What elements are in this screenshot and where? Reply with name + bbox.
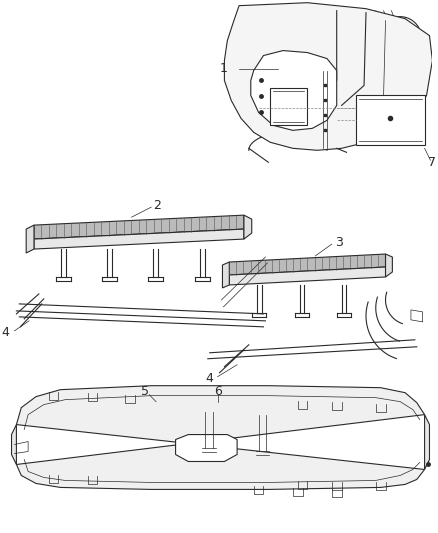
Text: 3: 3 — [335, 236, 343, 248]
Polygon shape — [11, 425, 16, 464]
Polygon shape — [223, 262, 229, 288]
Polygon shape — [411, 310, 423, 322]
Text: 7: 7 — [428, 156, 437, 169]
Polygon shape — [34, 229, 244, 239]
Polygon shape — [270, 88, 307, 125]
Polygon shape — [34, 229, 244, 249]
Polygon shape — [229, 254, 385, 275]
Text: 4: 4 — [2, 326, 10, 340]
Polygon shape — [26, 225, 34, 253]
Polygon shape — [385, 254, 392, 277]
Polygon shape — [229, 267, 385, 285]
Text: 6: 6 — [214, 385, 222, 398]
Text: 1: 1 — [219, 62, 227, 75]
Text: 4: 4 — [206, 372, 214, 385]
Text: 2: 2 — [153, 199, 161, 212]
Polygon shape — [224, 3, 432, 150]
Polygon shape — [244, 215, 252, 239]
Polygon shape — [16, 386, 424, 489]
Polygon shape — [34, 215, 244, 239]
Polygon shape — [251, 51, 337, 131]
Polygon shape — [424, 415, 430, 470]
Polygon shape — [356, 95, 424, 146]
Text: 5: 5 — [141, 385, 149, 398]
Polygon shape — [176, 434, 237, 462]
